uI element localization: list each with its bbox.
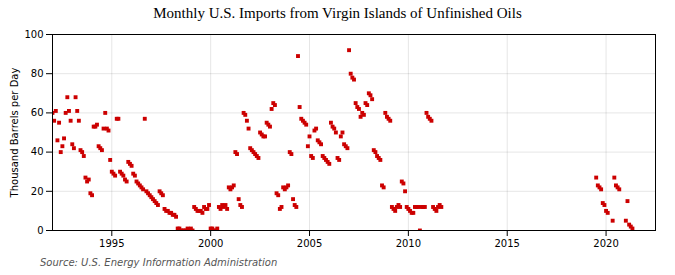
svg-text:100: 100 bbox=[24, 29, 43, 40]
svg-text:0: 0 bbox=[37, 225, 43, 236]
svg-text:2020: 2020 bbox=[593, 238, 618, 249]
svg-text:40: 40 bbox=[31, 146, 44, 157]
svg-text:60: 60 bbox=[31, 107, 44, 118]
svg-text:2015: 2015 bbox=[494, 238, 519, 249]
svg-text:Thousand Barrels per Day: Thousand Barrels per Day bbox=[9, 68, 20, 199]
svg-text:80: 80 bbox=[31, 68, 44, 79]
svg-text:2010: 2010 bbox=[396, 238, 421, 249]
svg-text:1995: 1995 bbox=[99, 238, 124, 249]
svg-text:2005: 2005 bbox=[297, 238, 322, 249]
html-text:Source: U.S. Energy Informatio: Source: U.S. Energy Information Administ… bbox=[40, 257, 278, 268]
html-text:Monthly U.S. Imports from Virg: Monthly U.S. Imports from Virgin Islands… bbox=[153, 5, 522, 21]
svg-text:2000: 2000 bbox=[198, 238, 223, 249]
svg-text:20: 20 bbox=[31, 186, 44, 197]
